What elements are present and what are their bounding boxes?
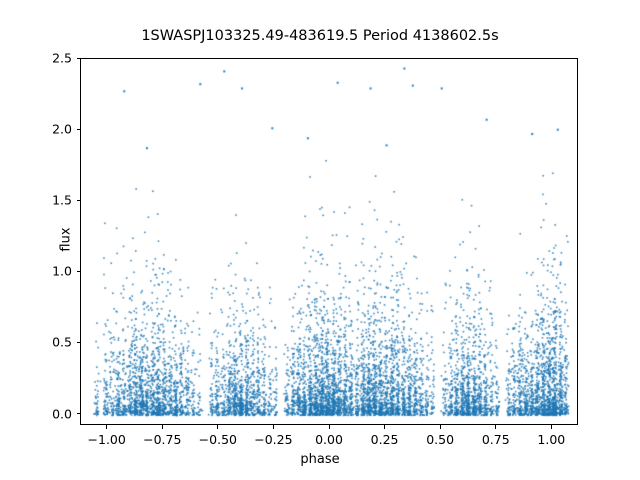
y-tick-label: 2.0 — [52, 121, 72, 137]
y-tick-label: 0.0 — [52, 406, 72, 422]
y-tick-mark — [76, 270, 81, 272]
x-tick-label: −1.00 — [87, 432, 126, 447]
x-axis-label: phase — [300, 452, 340, 467]
page-title: 1SWASPJ103325.49-483619.5 Period 4138602… — [141, 28, 499, 44]
x-tick-label: −0.50 — [198, 432, 237, 447]
x-tick-label: 0.75 — [481, 432, 510, 447]
y-tick-label: 1.0 — [52, 263, 72, 279]
plot-axes-area — [80, 58, 578, 425]
y-tick-mark — [76, 413, 81, 415]
x-tick-mark — [328, 425, 330, 429]
x-tick-label: 0.00 — [315, 432, 343, 447]
x-tick-mark — [550, 425, 552, 429]
y-tick-mark — [76, 128, 81, 130]
x-tick-mark — [217, 425, 219, 429]
x-tick-mark — [106, 425, 108, 429]
scatter-points-layer — [81, 59, 577, 424]
x-tick-mark — [272, 425, 274, 429]
y-tick-mark — [76, 341, 81, 344]
x-tick-label: −0.25 — [254, 432, 293, 447]
x-tick-mark — [495, 425, 497, 429]
y-tick-label: 0.5 — [52, 334, 72, 350]
x-tick-label: 1.00 — [537, 432, 566, 447]
y-tick-mark — [76, 199, 81, 201]
y-tick-label: 1.5 — [52, 192, 72, 208]
x-tick-label: −0.75 — [143, 432, 182, 447]
y-tick-label: 2.5 — [52, 50, 72, 66]
x-tick-mark — [384, 425, 386, 429]
y-axis-label-wrap: flux — [12, 221, 74, 261]
x-tick-label: 0.25 — [370, 432, 399, 447]
x-tick-mark — [439, 425, 441, 429]
x-tick-mark — [161, 425, 163, 429]
x-tick-label: 0.50 — [426, 432, 455, 447]
y-tick-mark — [76, 57, 81, 59]
